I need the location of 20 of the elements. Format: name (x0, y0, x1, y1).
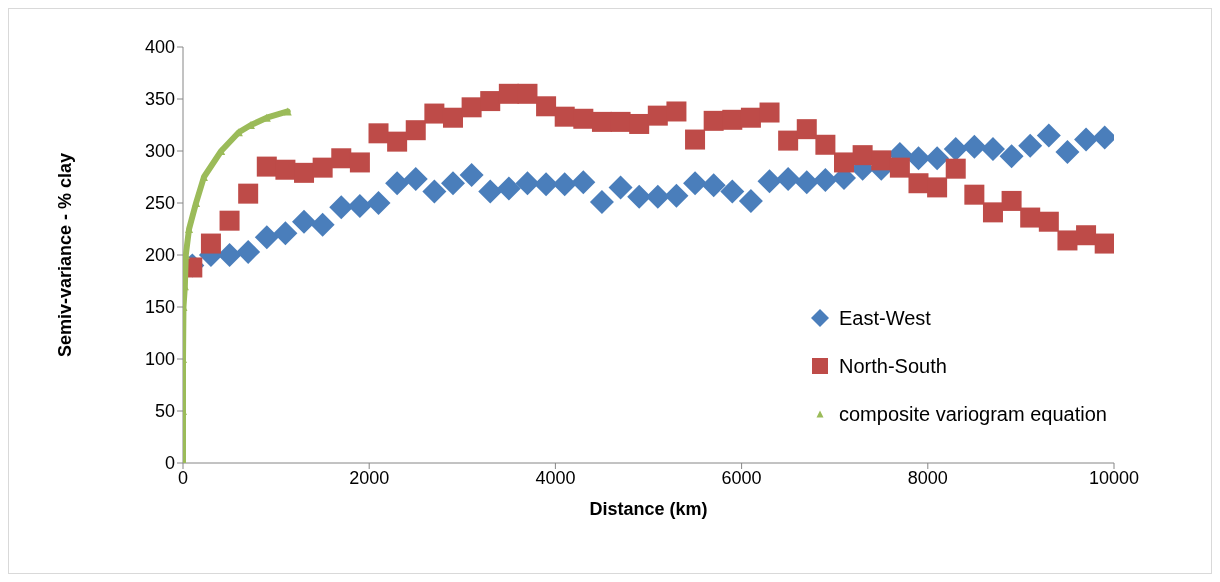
legend-label: North-South (839, 354, 947, 378)
x-tick-label: 10000 (1088, 467, 1140, 488)
x-tick-label: 2000 (349, 467, 390, 488)
y-tick-label: 300 (144, 141, 175, 162)
legend-label: composite variogram equation (839, 402, 1107, 426)
y-axis-title: Semiv-variance - % clay (55, 152, 76, 358)
y-tick-label: 400 (144, 37, 175, 58)
x-axis-title: Distance (km) (589, 499, 708, 519)
y-tick-label: 250 (144, 193, 175, 214)
x-tick-label: 4000 (535, 467, 576, 488)
y-tick-label: 350 (144, 89, 175, 110)
y-tick-label: 50 (154, 401, 175, 422)
x-tick-label: 6000 (721, 467, 762, 488)
y-tick-label: 0 (164, 453, 175, 474)
x-tick-label: 0 (177, 467, 189, 488)
y-tick-label: 200 (144, 245, 175, 266)
legend-label: East-West (839, 306, 931, 330)
y-tick-label: 100 (144, 349, 175, 370)
y-tick-label: 150 (144, 297, 175, 318)
x-tick-label: 8000 (907, 467, 948, 488)
